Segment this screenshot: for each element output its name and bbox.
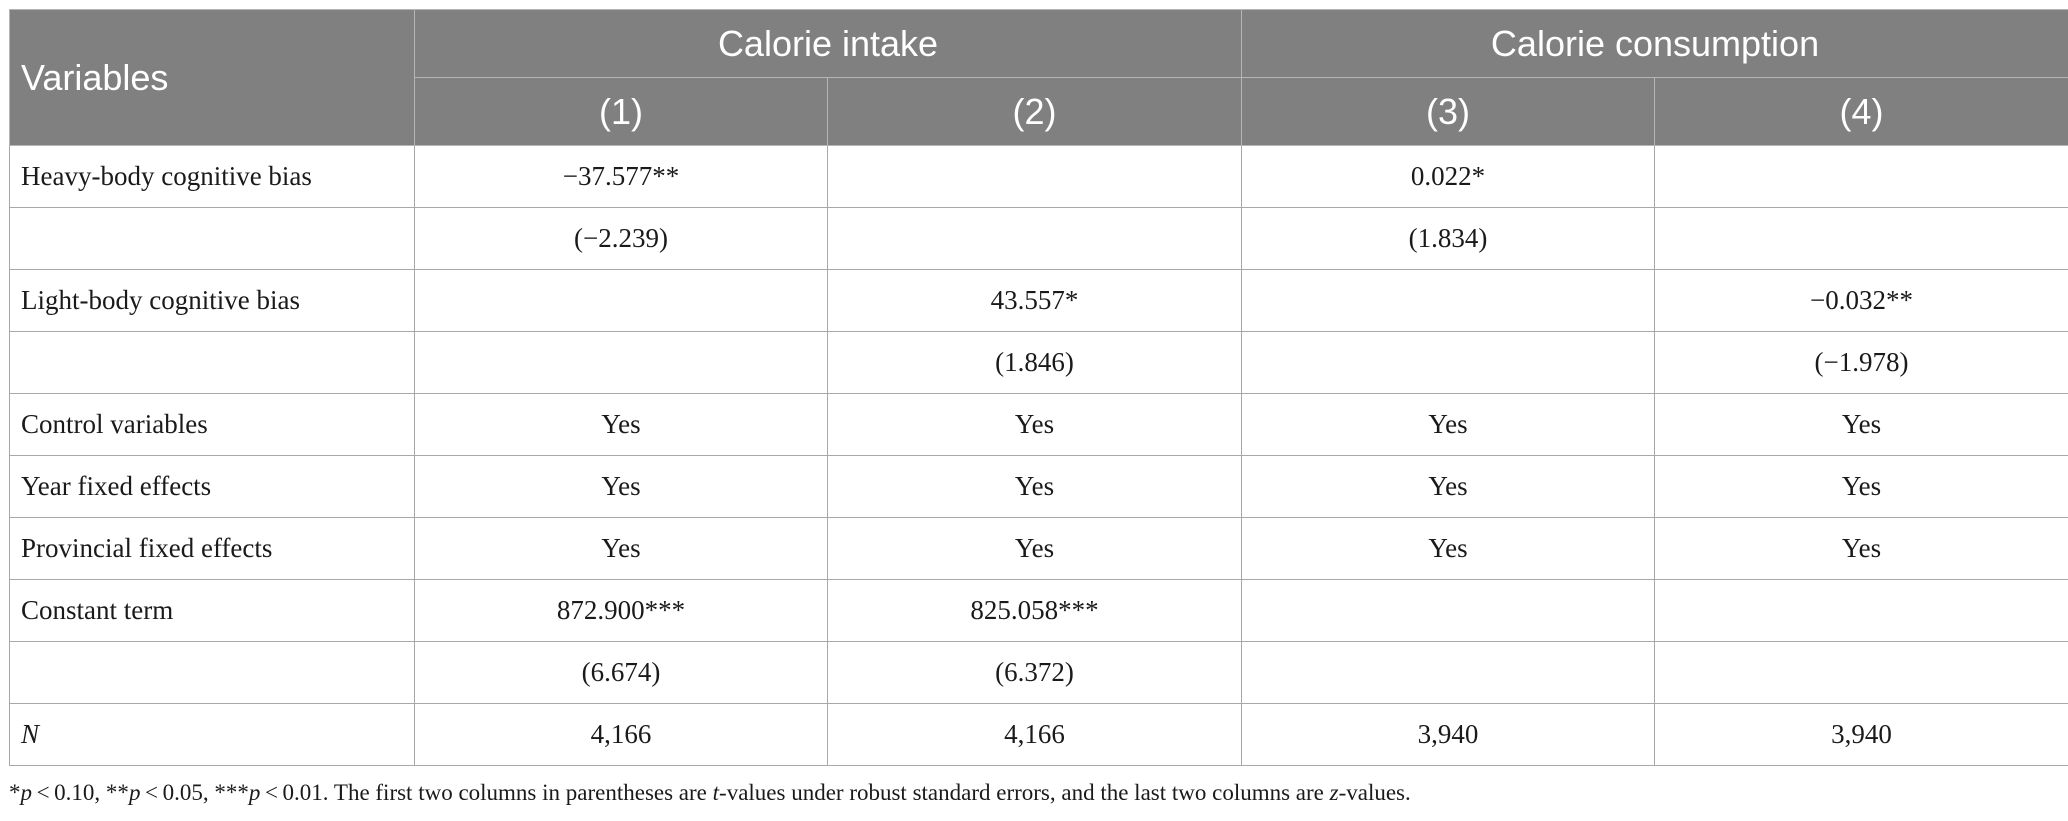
footnote-text: -values. bbox=[1338, 780, 1411, 805]
table-cell: Yes bbox=[1241, 393, 1655, 456]
table-cell: (6.674) bbox=[414, 641, 828, 704]
footnote-text: < 0.01. The first two columns in parenth… bbox=[260, 780, 713, 805]
table-row: N 4,166 4,166 3,940 3,940 bbox=[9, 703, 2068, 766]
table-cell: Yes bbox=[1653, 455, 2068, 518]
table-row: (−2.239) (1.834) bbox=[9, 207, 2068, 270]
row-label: Heavy-body cognitive bias bbox=[9, 145, 415, 208]
table-cell: 3,940 bbox=[1653, 703, 2068, 766]
table-cell: 4,166 bbox=[827, 703, 1242, 766]
table-cell bbox=[1653, 145, 2068, 208]
row-label: N bbox=[9, 703, 415, 766]
row-label bbox=[9, 331, 415, 394]
table-cell bbox=[827, 145, 1242, 208]
table-cell: −37.577** bbox=[414, 145, 828, 208]
table-row: Heavy-body cognitive bias −37.577** 0.022* bbox=[9, 145, 2068, 208]
table-cell bbox=[1241, 641, 1655, 704]
table-cell: (6.372) bbox=[827, 641, 1242, 704]
row-label: Light-body cognitive bias bbox=[9, 269, 415, 332]
table-body: Heavy-body cognitive bias −37.577** 0.022*… bbox=[9, 145, 2068, 766]
row-label bbox=[9, 641, 415, 704]
table-cell bbox=[1241, 269, 1655, 332]
header-variables: Variables bbox=[9, 9, 415, 146]
footnote-italic-p: p bbox=[20, 780, 33, 805]
table-row: (1.846) (−1.978) bbox=[9, 331, 2068, 394]
footnote-text: < 0.05, *** bbox=[140, 780, 249, 805]
table-cell bbox=[827, 207, 1242, 270]
header-column-3: (3) bbox=[1241, 77, 1655, 146]
table-cell: Yes bbox=[827, 517, 1242, 580]
table-cell bbox=[1653, 207, 2068, 270]
footnote-italic-p: p bbox=[128, 780, 141, 805]
table-row: Light-body cognitive bias 43.557* −0.032** bbox=[9, 269, 2068, 332]
table-cell bbox=[1241, 331, 1655, 394]
row-label: Control variables bbox=[9, 393, 415, 456]
row-label: Constant term bbox=[9, 579, 415, 642]
table-row: Year fixed effects Yes Yes Yes Yes bbox=[9, 455, 2068, 518]
table-cell: Yes bbox=[414, 393, 828, 456]
footnote-text: < 0.10, ** bbox=[32, 780, 129, 805]
regression-table-container: Variables Calorie intake Calorie consump… bbox=[9, 9, 2068, 766]
header-group-calorie-intake: Calorie intake bbox=[414, 9, 1242, 78]
table-cell: −0.032** bbox=[1653, 269, 2068, 332]
regression-table: Variables Calorie intake Calorie consump… bbox=[9, 9, 2068, 766]
header-column-4: (4) bbox=[1653, 77, 2068, 146]
table-cell: Yes bbox=[1241, 517, 1655, 580]
header-group-calorie-consumption: Calorie consumption bbox=[1240, 9, 2068, 78]
table-row: (6.674) (6.372) bbox=[9, 641, 2068, 704]
table-cell: 43.557* bbox=[827, 269, 1242, 332]
header-column-2: (2) bbox=[827, 77, 1242, 146]
table-cell: Yes bbox=[414, 455, 828, 518]
table-cell bbox=[414, 331, 828, 394]
table-row: Control variables Yes Yes Yes Yes bbox=[9, 393, 2068, 456]
table-row: Provincial fixed effects Yes Yes Yes Yes bbox=[9, 517, 2068, 580]
header-column-1: (1) bbox=[414, 77, 828, 146]
table-footnote: *p < 0.10, **p < 0.05, ***p < 0.01. The … bbox=[9, 780, 1411, 806]
table-cell: Yes bbox=[827, 455, 1242, 518]
row-label: Provincial fixed effects bbox=[9, 517, 415, 580]
footnote-italic-t: t bbox=[712, 780, 720, 805]
table-cell: (−1.978) bbox=[1653, 331, 2068, 394]
table-cell: 4,166 bbox=[414, 703, 828, 766]
table-cell: Yes bbox=[827, 393, 1242, 456]
table-row: Constant term 872.900*** 825.058*** bbox=[9, 579, 2068, 642]
table-header: Variables Calorie intake Calorie consump… bbox=[9, 9, 2068, 146]
table-cell: (−2.239) bbox=[414, 207, 828, 270]
row-label bbox=[9, 207, 415, 270]
footnote-text: -values under robust standard errors, an… bbox=[719, 780, 1330, 805]
table-cell: 872.900*** bbox=[414, 579, 828, 642]
table-cell: Yes bbox=[414, 517, 828, 580]
table-cell: 3,940 bbox=[1241, 703, 1655, 766]
table-cell bbox=[414, 269, 828, 332]
row-label: Year fixed effects bbox=[9, 455, 415, 518]
table-cell: 0.022* bbox=[1241, 145, 1655, 208]
table-cell: Yes bbox=[1241, 455, 1655, 518]
table-cell bbox=[1653, 579, 2068, 642]
table-cell: (1.846) bbox=[827, 331, 1242, 394]
table-cell bbox=[1241, 579, 1655, 642]
footnote-italic-z: z bbox=[1329, 780, 1339, 805]
table-cell bbox=[1653, 641, 2068, 704]
table-cell: Yes bbox=[1653, 517, 2068, 580]
table-cell: Yes bbox=[1653, 393, 2068, 456]
table-cell: (1.834) bbox=[1241, 207, 1655, 270]
footnote-text: * bbox=[9, 780, 21, 805]
table-cell: 825.058*** bbox=[827, 579, 1242, 642]
footnote-italic-p: p bbox=[248, 780, 261, 805]
